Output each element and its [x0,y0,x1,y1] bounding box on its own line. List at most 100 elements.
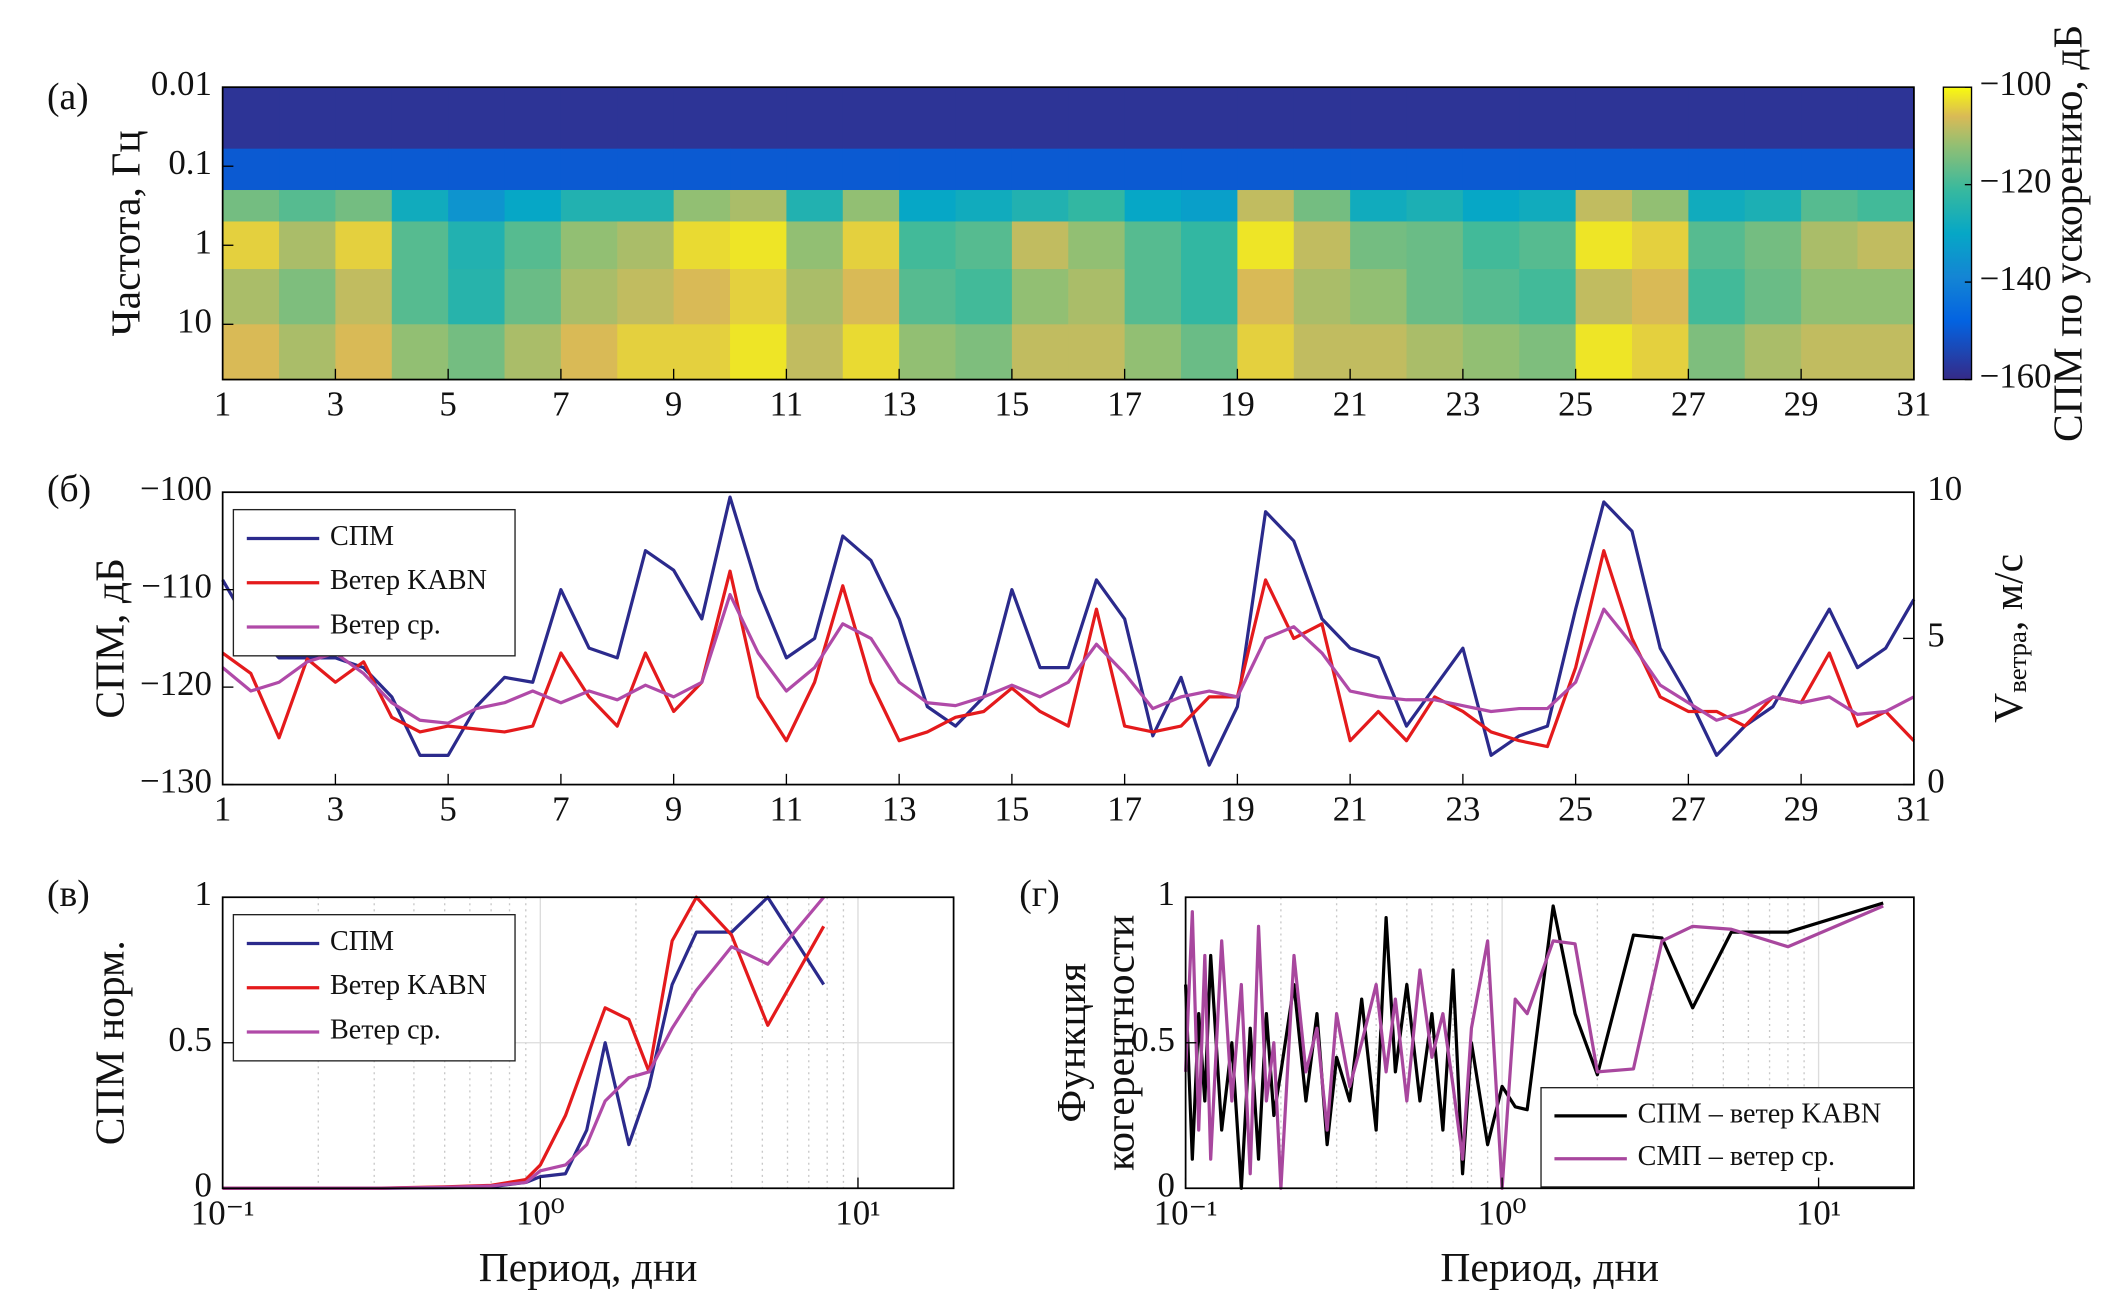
heatmap-cell [1519,87,1577,150]
x-tick-label: 19 [1220,790,1255,829]
heatmap-cell [1293,148,1351,191]
y-axis-label: СПМ, дБ [87,558,133,719]
heatmap-cell [1857,269,1915,326]
heatmap-cell [1181,148,1239,191]
legend-label: Ветер KABN [330,565,487,596]
y-axis-label: СПМ норм. [87,940,133,1145]
x-tick-label: 23 [1445,385,1480,424]
heatmap-cell [335,221,393,270]
heatmap-cell [504,190,562,223]
axes-frame [1184,896,1915,1190]
heatmap-cell [1406,190,1464,223]
y-tick-label: 1 [194,222,211,261]
colorbar-tick-label: −100 [1980,64,2052,103]
heatmap-cell [1350,324,1408,381]
heatmap-cell [391,269,449,326]
heatmap-cell [1801,87,1859,150]
legend-label: Ветер KABN [330,970,487,1001]
heatmap-cell [1744,324,1802,381]
heatmap-cell [1124,269,1182,326]
x-tick-label: 10⁰ [1478,1193,1527,1232]
legend: СПМ – ветер KABN СМП – ветер ср. [1540,1087,1915,1188]
heatmap-cell [1181,324,1239,381]
y-tick-label: 10 [177,301,212,340]
data-line [1184,904,1884,1190]
panel: (б) СПМ Ветер KABN Ветер ср. 0 5 10 Vветра, м/с… [47,469,2032,829]
heatmap-cell [1181,87,1239,150]
heatmap-cell [279,324,337,381]
heatmap-cell [673,190,731,223]
legend-label: СПМ [330,926,394,957]
heatmap-cell [1575,190,1633,223]
y-tick-label: 0.01 [151,64,212,103]
heatmap-cell [786,269,844,326]
heatmap-cell [560,269,619,326]
legend-label: СМП – ветер ср. [1638,1141,1835,1172]
x-axis-label: Период, дни [479,1244,698,1290]
heatmap-cell [222,324,280,381]
heatmap-cell [673,324,731,381]
x-tick-label: 29 [1784,790,1819,829]
x-tick-label: 15 [994,790,1029,829]
y2-axis-label-part: ветра [2002,631,2032,693]
heatmap-cell [1124,87,1182,150]
heatmap-cell [560,87,619,150]
colorbar [1942,86,1973,381]
x-tick-label: 10¹ [835,1193,880,1232]
x-tick-label: 3 [327,790,344,829]
heatmap-cell [1519,148,1577,191]
y-tick-label: 0.5 [1131,1020,1175,1059]
heatmap-cell [1350,269,1408,326]
heatmap-cell [955,324,1013,381]
heatmap-cell [1688,269,1746,326]
heatmap-cell [1293,324,1351,381]
x-tick-label: 10¹ [1796,1193,1841,1232]
heatmap-cell [1688,87,1746,150]
y-tick-label: −130 [140,762,212,801]
colorbar-tick-label: −120 [1980,162,2052,201]
heatmap-cell [560,221,619,270]
heatmap-cell [1011,148,1070,191]
heatmap-cell [1462,148,1521,191]
y-axis-label: Частота, Гц [103,130,149,336]
heatmap-cell [730,190,788,223]
heatmap-cell [1857,148,1915,191]
heatmap-cell [1011,87,1070,150]
axes-frame [221,86,1915,381]
heatmap-cell [899,190,957,223]
heatmap-cell [673,221,731,270]
x-tick-label: 31 [1896,385,1931,424]
heatmap-cell [786,221,844,270]
heatmap-cell [1688,324,1746,381]
heatmap-cell [448,190,506,223]
heatmap-cell [1237,221,1295,270]
heatmap-cell [842,221,900,270]
x-tick-label: 5 [439,790,456,829]
heatmap-cell [1632,148,1690,191]
heatmap-cell [730,324,788,381]
heatmap-cell [448,221,506,270]
heatmap-cell [1519,221,1577,270]
heatmap-cell [1406,324,1464,381]
y-tick-label: 0.1 [168,143,212,182]
x-tick-label: 27 [1671,790,1706,829]
heatmap-cell [1068,190,1126,223]
panel-label: (б) [47,469,91,510]
heatmap-cell [1519,269,1577,326]
heatmap-cell [448,87,506,150]
heatmap-cell [335,190,393,223]
x-tick-label: 7 [552,790,569,829]
x-tick-label: 25 [1558,385,1593,424]
heatmap-cell [335,269,393,326]
legend: СПМ Ветер KABN Ветер ср. [232,914,516,1062]
heatmap-cell [955,148,1013,191]
heatmap-cell [504,324,562,381]
heatmap-cell [730,269,788,326]
x-tick-label: 9 [665,790,682,829]
heatmap-cell [1068,148,1126,191]
y-axis-label: Функция [1048,963,1094,1123]
y-tick-label: 1 [1157,874,1174,913]
colorbar-label: СПМ по ускорению, дБ [2045,25,2091,442]
heatmap-cell [1462,269,1521,326]
